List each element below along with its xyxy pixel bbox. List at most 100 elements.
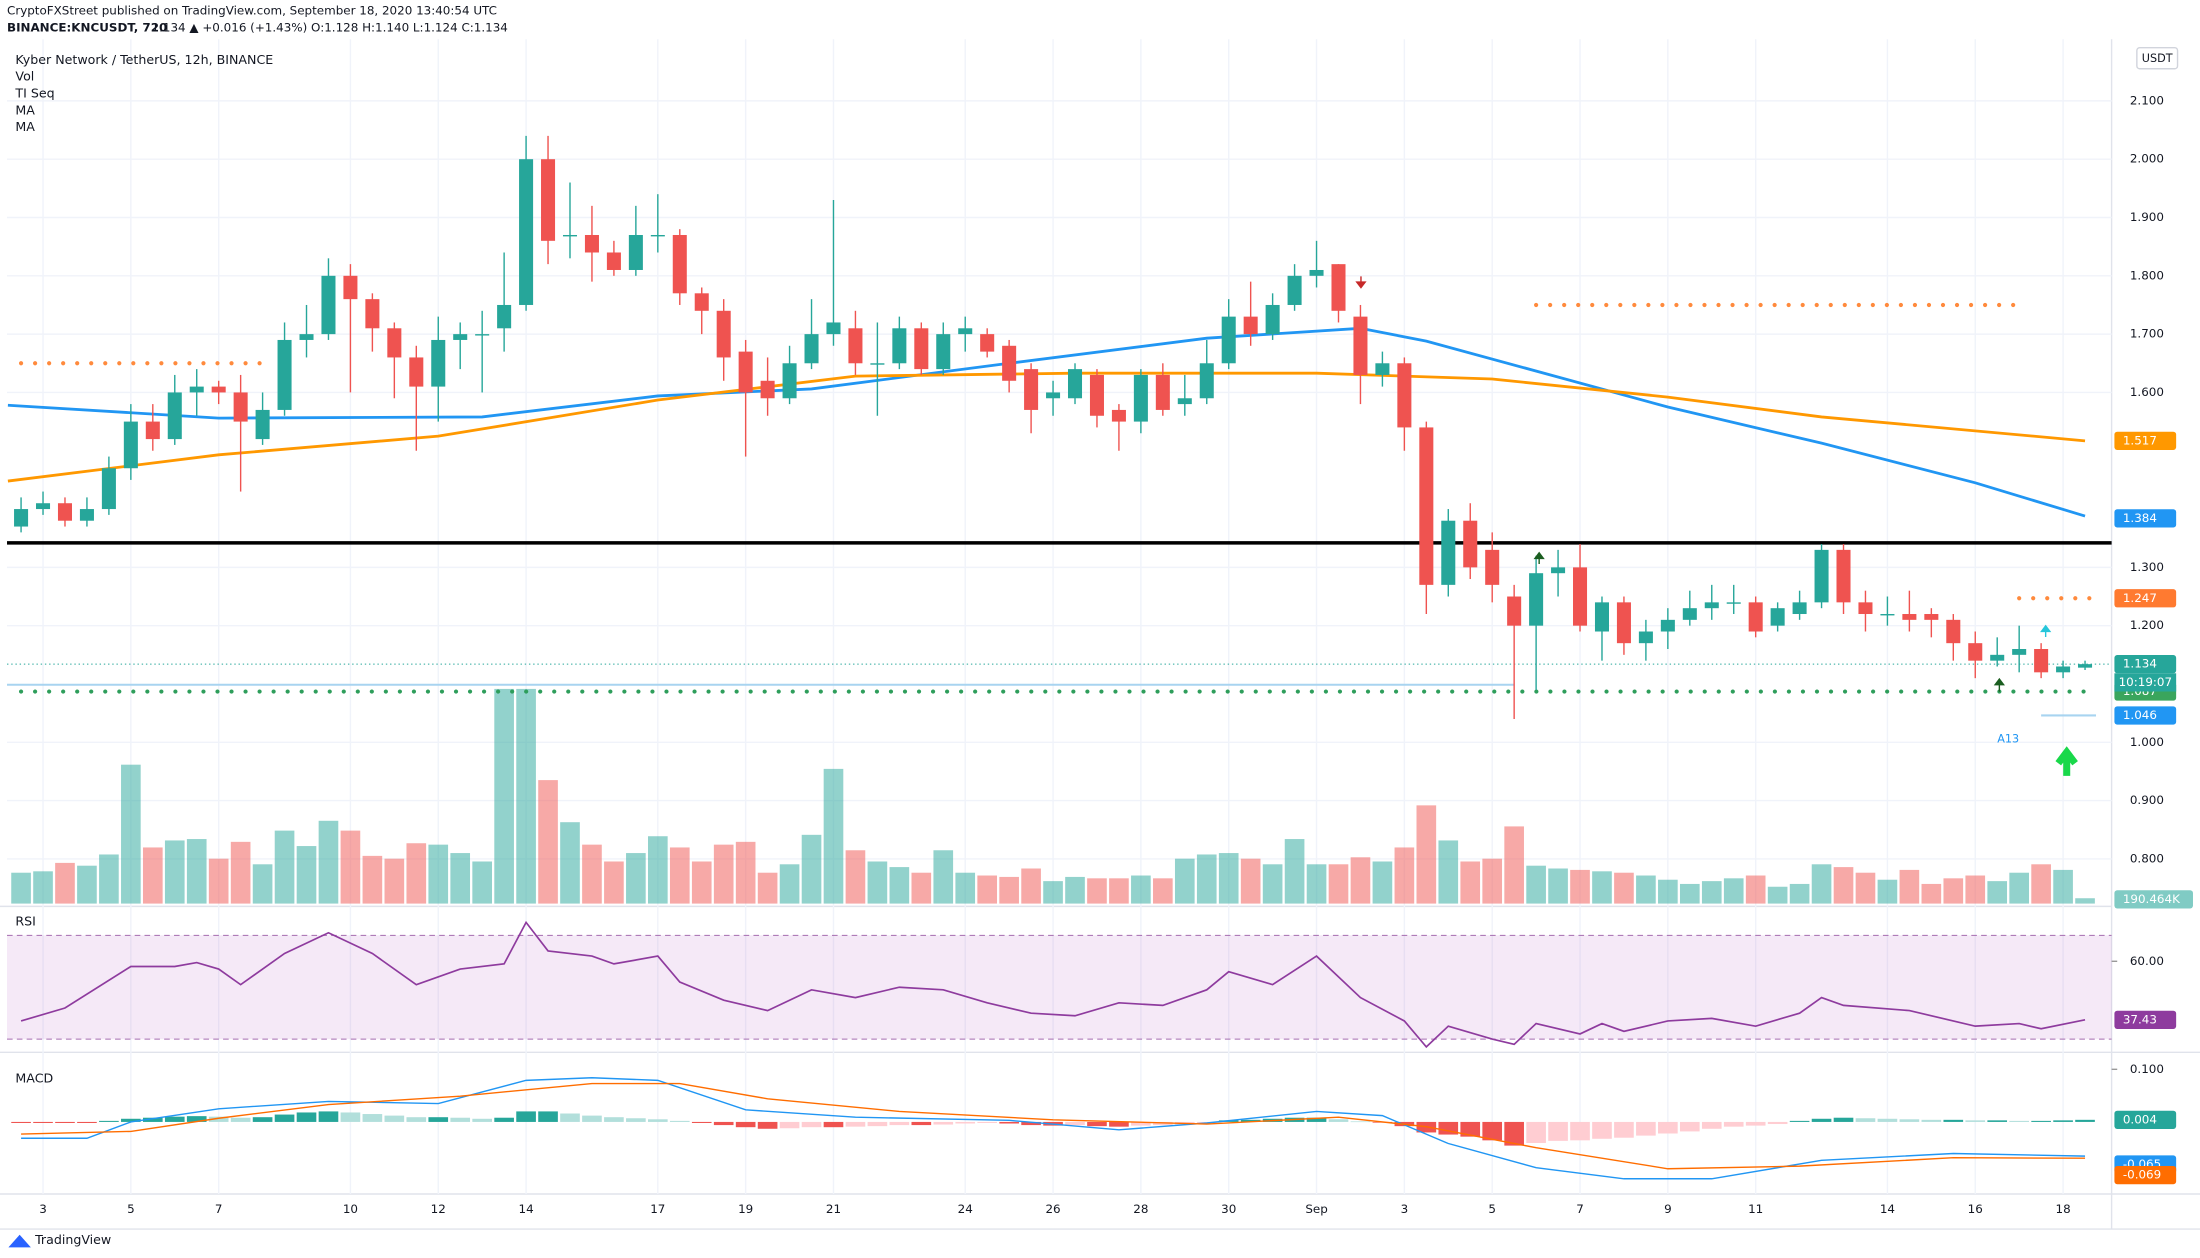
candle-body	[2012, 649, 2027, 655]
x-tick-label: 11	[1748, 1202, 1763, 1216]
volume-bar	[1262, 864, 1283, 904]
candle-body	[1067, 369, 1083, 399]
volume-bar	[713, 844, 734, 904]
candle-body	[1990, 654, 2005, 661]
candle-body	[1551, 567, 1566, 574]
candle-body	[936, 334, 951, 370]
candle-body	[321, 275, 336, 335]
candle-body	[189, 386, 204, 393]
volume-bar	[648, 836, 668, 904]
volume-bar	[208, 858, 229, 904]
candle-body	[628, 234, 643, 270]
macd-histogram-bar	[121, 1118, 141, 1122]
volume-bar	[691, 861, 712, 904]
candle-body	[848, 328, 863, 364]
price-label-box	[2114, 431, 2177, 450]
y-tick-label: 1.300	[2130, 560, 2164, 574]
price-label: 1.384	[2123, 511, 2157, 525]
candle-body	[694, 293, 709, 311]
volume-bar	[1877, 879, 1898, 904]
price-label-box	[2114, 706, 2177, 725]
volume-bar	[735, 841, 756, 904]
price-label: 1.247	[2123, 591, 2157, 605]
macd-histogram-bar	[186, 1116, 207, 1122]
signal-arrow	[2055, 746, 2078, 776]
volume-bar	[1153, 878, 1173, 904]
x-tick-label: 18	[2056, 1202, 2071, 1216]
x-tick-label: 5	[1488, 1202, 1496, 1216]
x-tick-label: Sep	[1305, 1202, 1327, 1216]
volume-bar	[669, 847, 690, 904]
pane-title: RSI	[15, 913, 35, 928]
candle-body	[1002, 345, 1017, 381]
y-tick-label: 1.800	[2130, 268, 2164, 282]
candle-body	[1902, 614, 1917, 620]
legend-title: Kyber Network / TetherUS, 12h, BINANCE	[15, 52, 273, 67]
volume-bar	[1109, 878, 1129, 904]
candle-body	[1968, 643, 1983, 661]
volume-bar	[1350, 857, 1371, 904]
macd-histogram-bar	[1636, 1121, 1656, 1136]
currency-box[interactable]	[2136, 47, 2179, 70]
macd-histogram-bar	[1548, 1121, 1568, 1141]
volume-bar	[33, 871, 53, 904]
candle-body	[1836, 549, 1851, 603]
x-tick-label: 30	[1221, 1202, 1236, 1216]
volume-bar	[99, 854, 119, 904]
candle-body	[1177, 398, 1192, 405]
candle-body	[1616, 602, 1631, 644]
y-tick-label: 0.100	[2130, 1062, 2164, 1076]
price-label: -0.069	[2123, 1168, 2161, 1182]
macd-histogram-bar	[955, 1121, 976, 1124]
macd-histogram-bar	[1504, 1121, 1524, 1146]
price-label-box	[2114, 890, 2193, 909]
volume-bar	[362, 855, 383, 904]
macd-histogram-bar	[1482, 1121, 1503, 1141]
legend-entry: MA	[15, 119, 35, 134]
candle-body	[453, 334, 468, 340]
price-label-box	[2114, 1010, 2177, 1029]
macd-histogram-bar	[208, 1116, 229, 1122]
symbol: BINANCE:KNCUSDT, 720	[7, 21, 167, 35]
candle-body	[1792, 602, 1807, 615]
volume-bar	[1965, 875, 1986, 904]
volume-bar	[1065, 876, 1085, 904]
candle-body	[562, 234, 578, 237]
legend-entry: Vol	[15, 69, 34, 84]
candle-body	[255, 409, 270, 440]
x-tick-label: 14	[519, 1202, 534, 1216]
candle-body	[409, 357, 424, 387]
macd-histogram-bar	[933, 1121, 954, 1125]
price-label-box	[2114, 509, 2177, 528]
volume-bar	[1570, 869, 1590, 904]
front-layer: 3 5 7 10 12 14 17 19 21 24 26 28 30 Sep 3 5 7 9 11 14 16 18 2.…	[7, 93, 2193, 1216]
macd-histogram-bar	[604, 1117, 624, 1122]
macd-line	[21, 1082, 2086, 1170]
candle-body	[123, 421, 138, 469]
brand-logo[interactable]: TradingView	[8, 1232, 111, 1248]
candle-body	[892, 328, 907, 364]
candle-body	[958, 328, 973, 335]
candle-body	[1880, 614, 1895, 616]
back-layer	[0, 39, 2200, 1230]
signal-arrow	[1355, 276, 1367, 289]
price-label-box	[2114, 589, 2177, 608]
macd-histogram-bar	[77, 1121, 97, 1123]
candle-body	[145, 421, 160, 440]
volume-bar	[1833, 867, 1854, 904]
macd-histogram-bar	[1921, 1119, 1942, 1122]
signal-arrow	[2040, 624, 2052, 637]
volume-bar	[1548, 868, 1568, 904]
macd-histogram-bar	[560, 1113, 580, 1122]
rsi-line	[20, 920, 2086, 1049]
candle-body	[233, 392, 248, 422]
volume-bar	[1943, 878, 1964, 904]
volume-bar	[1416, 805, 1437, 904]
candle-body	[1507, 596, 1522, 626]
macd-histogram-bar	[1701, 1121, 1722, 1129]
y-tick-label: 1.200	[2130, 618, 2164, 632]
volume-bar	[1240, 858, 1261, 904]
volume-bar	[1284, 839, 1305, 904]
candle-body	[101, 468, 116, 510]
x-tick-label: 12	[431, 1202, 446, 1216]
